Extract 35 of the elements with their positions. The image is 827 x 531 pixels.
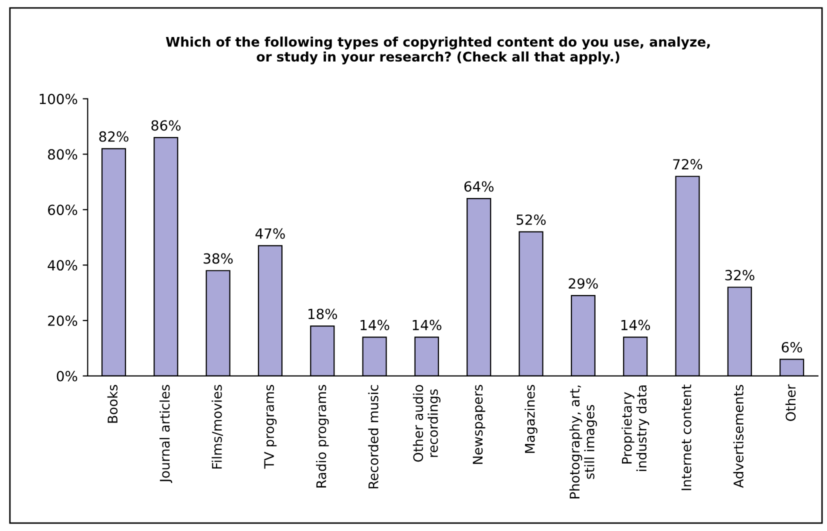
y-tick-label: 80%: [48, 149, 78, 160]
x-tick-label: Newspapers: [472, 384, 486, 464]
data-label: 6%: [782, 342, 802, 352]
y-tick-label: 20%: [48, 315, 78, 326]
data-label: 47%: [255, 228, 285, 239]
x-tick-label: Internet content: [682, 384, 692, 490]
data-label: 18%: [308, 308, 338, 320]
x-tick-label: Recorded music: [368, 385, 378, 488]
x-tick-label: Other: [785, 384, 796, 422]
x-tick-label: Radio programs: [316, 384, 329, 488]
y-tick-label: 100%: [40, 94, 78, 104]
x-tick-label: Films/movies: [212, 384, 223, 469]
x-tick-label: Photography, art, still images: [569, 386, 597, 498]
x-tick-label: Books: [107, 384, 118, 423]
data-label: 38%: [204, 253, 233, 264]
y-tick-label: 0%: [56, 370, 78, 382]
data-label: 82%: [99, 131, 128, 142]
y-tick-label: 60%: [48, 204, 78, 216]
x-tick-label: Advertisements: [733, 384, 744, 488]
x-tick-label: Magazines: [524, 384, 538, 453]
data-label: 14%: [412, 320, 442, 330]
data-label: 32%: [725, 270, 754, 280]
data-label: 72%: [673, 159, 702, 170]
data-label: 14%: [360, 320, 390, 330]
x-tick-label: Journal articles: [160, 384, 172, 484]
x-tick-label: TV programs: [264, 384, 277, 469]
x-tick-label: Other audio recordings: [412, 385, 440, 462]
chart-title: Which of the following types of copyrighted content do you use, analyze, or study in your research? (Check all that apply.): [166, 36, 710, 64]
y-tick-label: 40%: [48, 260, 78, 271]
data-label: 29%: [568, 278, 598, 289]
x-tick-label: Proprietary industry data: [622, 385, 650, 471]
data-label: 52%: [516, 214, 546, 225]
data-label: 64%: [464, 181, 494, 192]
data-label: 14%: [621, 320, 650, 330]
data-label: 86%: [151, 120, 181, 131]
